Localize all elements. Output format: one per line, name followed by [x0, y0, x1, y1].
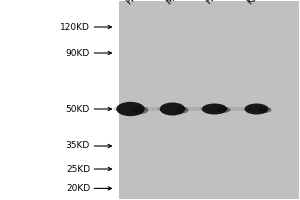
Text: HepG2: HepG2	[204, 0, 232, 6]
Ellipse shape	[244, 104, 268, 114]
Ellipse shape	[133, 106, 148, 114]
Text: 90KD: 90KD	[66, 48, 90, 58]
Ellipse shape	[216, 107, 230, 113]
Ellipse shape	[202, 104, 227, 114]
Text: 35KD: 35KD	[66, 142, 90, 150]
Bar	[185, 107, 202, 111]
Bar	[227, 107, 244, 111]
Bar	[145, 107, 160, 111]
Text: 25KD: 25KD	[66, 164, 90, 173]
Ellipse shape	[174, 106, 188, 114]
Ellipse shape	[113, 106, 148, 112]
Ellipse shape	[258, 107, 272, 113]
Bar	[118, 1, 298, 199]
Text: 20KD: 20KD	[66, 184, 90, 193]
Text: Hela: Hela	[124, 0, 145, 6]
Ellipse shape	[116, 102, 145, 116]
Ellipse shape	[199, 107, 230, 111]
Text: MCF-7: MCF-7	[164, 0, 190, 6]
Text: 120KD: 120KD	[60, 22, 90, 31]
Text: 50KD: 50KD	[66, 104, 90, 114]
Text: K562: K562	[246, 0, 268, 6]
Ellipse shape	[157, 106, 188, 112]
Ellipse shape	[242, 107, 272, 111]
Ellipse shape	[160, 102, 185, 116]
